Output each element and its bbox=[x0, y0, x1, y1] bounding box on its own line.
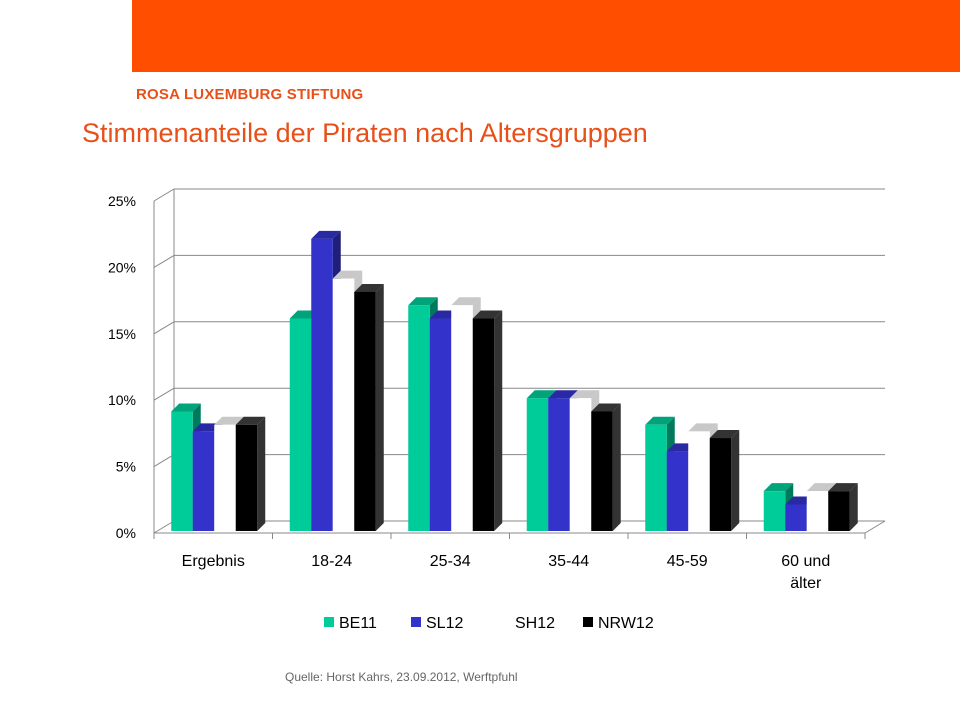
bar-top bbox=[171, 403, 201, 412]
gridline-depth bbox=[153, 387, 175, 401]
y-tick-label: 20% bbox=[108, 259, 136, 275]
bar-top bbox=[214, 416, 244, 425]
x-tick-label: 45-59 bbox=[667, 553, 708, 570]
x-tick-label: 35-44 bbox=[548, 553, 589, 570]
y-tick-label: 5% bbox=[116, 459, 136, 475]
bar bbox=[332, 278, 355, 531]
slide-title: Stimmenanteile der Piraten nach Altersgr… bbox=[82, 118, 648, 148]
x-tick-label: Ergebnis bbox=[182, 553, 245, 570]
x-tick-label: älter bbox=[790, 575, 822, 592]
bar-top bbox=[472, 310, 503, 319]
bar-top bbox=[688, 423, 718, 432]
bar bbox=[171, 411, 193, 531]
bar bbox=[526, 398, 549, 531]
bar-side bbox=[731, 430, 740, 531]
y-tick-label: 0% bbox=[116, 525, 136, 541]
gridline-depth bbox=[153, 454, 175, 468]
bar bbox=[192, 431, 215, 531]
gridline-depth bbox=[153, 188, 175, 202]
bar-top bbox=[806, 483, 837, 492]
bar bbox=[569, 398, 592, 531]
bar-top bbox=[451, 297, 481, 306]
source-note: Quelle: Horst Kahrs, 23.09.2012, Werftpf… bbox=[285, 670, 518, 684]
bar bbox=[548, 398, 570, 531]
bar bbox=[408, 305, 430, 531]
bar-side bbox=[257, 416, 266, 531]
bar bbox=[311, 238, 333, 531]
gridline-depth bbox=[153, 520, 175, 534]
legend-label: SL12 bbox=[426, 615, 463, 632]
legend-label: NRW12 bbox=[598, 615, 654, 632]
legend-swatch bbox=[324, 617, 334, 627]
gridline-depth bbox=[153, 254, 175, 268]
bar bbox=[214, 424, 236, 531]
bar bbox=[666, 451, 689, 531]
bar bbox=[806, 491, 829, 531]
bar-side bbox=[375, 283, 384, 531]
brand-header-bar bbox=[132, 0, 960, 72]
bar-top bbox=[709, 430, 740, 439]
legend-label: SH12 bbox=[515, 615, 555, 632]
bar bbox=[709, 438, 732, 531]
bar bbox=[451, 305, 473, 531]
legend-swatch bbox=[583, 617, 593, 627]
bar bbox=[289, 318, 312, 531]
bar-top bbox=[526, 390, 557, 399]
bar bbox=[591, 411, 613, 531]
gridline-depth bbox=[153, 321, 175, 335]
bar bbox=[645, 424, 667, 531]
bar-top bbox=[645, 416, 675, 425]
bar bbox=[763, 491, 786, 531]
bar bbox=[354, 291, 376, 531]
legend-swatch bbox=[500, 617, 510, 627]
y-tick-label: 15% bbox=[108, 326, 136, 342]
bar-side bbox=[494, 310, 503, 531]
bar bbox=[688, 431, 710, 531]
x-tick-label: 18-24 bbox=[311, 553, 352, 570]
bar-top bbox=[408, 297, 438, 306]
y-tick-label: 10% bbox=[108, 392, 136, 408]
bar bbox=[828, 491, 850, 531]
bar bbox=[785, 504, 807, 531]
bar-top bbox=[569, 390, 600, 399]
legend-label: BE11 bbox=[339, 615, 377, 632]
brand-name: ROSA LUXEMBURG STIFTUNG bbox=[136, 86, 364, 103]
bar bbox=[472, 318, 495, 531]
x-tick-label: 60 und bbox=[781, 553, 830, 570]
bar-top bbox=[354, 283, 384, 292]
bar-top bbox=[591, 403, 621, 412]
bar-top bbox=[332, 270, 363, 279]
bar-top bbox=[828, 483, 858, 492]
bar-side bbox=[612, 403, 621, 531]
bar-side bbox=[849, 483, 858, 531]
bar bbox=[235, 424, 258, 531]
bar-top bbox=[763, 483, 794, 492]
x-tick-label: 25-34 bbox=[430, 553, 471, 570]
y-tick-label: 25% bbox=[108, 193, 136, 209]
bar bbox=[429, 318, 452, 531]
bar-top bbox=[548, 390, 578, 399]
bar-top bbox=[311, 230, 341, 239]
floor-edge bbox=[864, 520, 886, 534]
legend-swatch bbox=[411, 617, 421, 627]
bar-top bbox=[235, 416, 266, 425]
